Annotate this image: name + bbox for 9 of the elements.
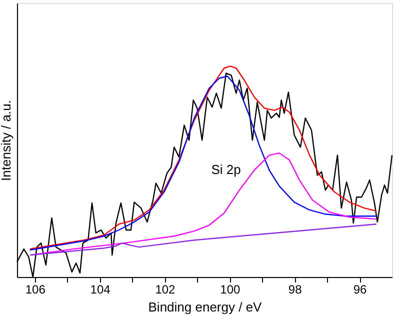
x-tick-label: 96 [353,282,368,296]
x-tick-label: 102 [155,282,176,296]
annotation: Si 2p [211,162,241,177]
x-tick-label: 100 [220,282,240,296]
x-tick-label: 106 [25,282,46,296]
x-tick-label: 104 [90,282,111,296]
x-tick-label: 98 [288,282,302,296]
y-axis-title: Intensity / a.u. [0,100,14,181]
x-axis-title: Binding energy / eV [148,300,262,314]
